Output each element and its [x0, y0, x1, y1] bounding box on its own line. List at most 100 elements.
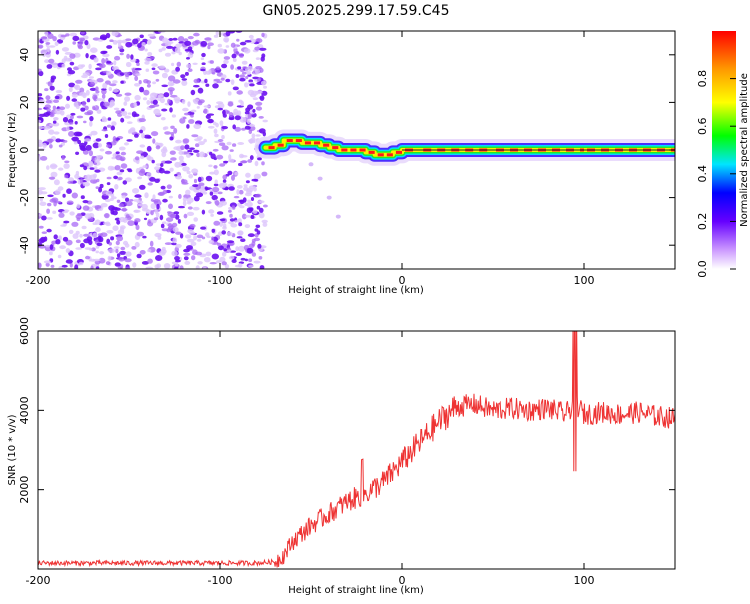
noise-speckle: [133, 209, 139, 213]
noise-speckle: [107, 117, 112, 121]
noise-speckle: [226, 249, 232, 253]
noise-speckle: [244, 224, 251, 229]
noise-speckle: [247, 199, 252, 203]
noise-speckle: [72, 35, 80, 42]
spectrogram-signal-track: [254, 129, 675, 166]
snr-x-ticks: -200 -100 0 100: [26, 331, 595, 587]
noise-speckle: [101, 93, 106, 99]
noise-speckle: [258, 212, 265, 219]
noise-speckle: [224, 264, 230, 269]
noise-speckle: [202, 191, 208, 195]
noise-speckle: [190, 114, 194, 118]
noise-speckle: [162, 146, 167, 152]
noise-speckle: [54, 41, 59, 47]
noise-speckle: [213, 34, 219, 38]
y-tick-label: -20: [18, 189, 31, 207]
noise-speckle: [235, 252, 242, 256]
noise-speckle: [66, 114, 72, 119]
noise-speckle: [91, 247, 96, 252]
noise-speckle: [115, 110, 122, 114]
noise-speckle: [157, 192, 164, 196]
noise-speckle: [69, 61, 75, 66]
noise-speckle: [38, 262, 42, 269]
noise-speckle: [187, 101, 191, 107]
noise-speckle: [161, 221, 167, 224]
noise-speckle: [144, 192, 149, 199]
noise-speckle: [237, 142, 245, 145]
noise-speckle: [116, 235, 124, 242]
noise-speckle: [80, 107, 86, 112]
noise-speckle: [132, 188, 140, 194]
noise-speckle: [66, 200, 74, 206]
noise-speckle: [220, 74, 227, 79]
noise-speckle: [66, 188, 72, 194]
noise-speckle: [97, 143, 102, 148]
noise-speckle: [115, 151, 120, 155]
noise-speckle: [211, 253, 219, 260]
noise-speckle: [89, 81, 96, 87]
noise-speckle: [43, 260, 51, 264]
noise-speckle: [97, 39, 104, 42]
noise-speckle: [38, 141, 44, 148]
noise-speckle: [70, 112, 76, 116]
noise-speckle: [247, 89, 255, 96]
noise-speckle: [83, 138, 92, 142]
snr-x-label: Height of straight line (km): [288, 585, 424, 596]
noise-speckle: [68, 57, 72, 62]
noise-speckle: [225, 45, 230, 48]
noise-speckle: [84, 111, 92, 116]
snr-frame: [37, 330, 676, 570]
noise-speckle: [221, 63, 228, 69]
noise-speckle: [134, 67, 142, 71]
noise-speckle: [38, 113, 47, 117]
noise-speckle: [78, 261, 84, 266]
noise-speckle: [95, 186, 100, 190]
noise-speckle: [216, 260, 221, 264]
noise-speckle: [137, 205, 141, 209]
noise-speckle: [95, 266, 100, 269]
noise-speckle: [92, 173, 97, 178]
noise-speckle: [55, 138, 62, 143]
noise-speckle: [101, 129, 108, 132]
noise-speckle: [92, 106, 96, 111]
noise-speckle: [195, 192, 204, 198]
noise-speckle: [213, 220, 220, 226]
noise-speckle: [95, 138, 102, 142]
noise-speckle: [242, 66, 247, 70]
noise-speckle: [114, 184, 119, 190]
noise-speckle: [134, 94, 141, 101]
noise-speckle: [228, 206, 233, 210]
snr-panel: -200 -100 0 100 2000 4000 6000 Height of stra…: [7, 317, 676, 596]
noise-speckle: [152, 70, 160, 75]
noise-speckle: [124, 92, 132, 96]
noise-speckle: [168, 203, 173, 210]
noise-speckle: [55, 239, 61, 245]
noise-speckle: [233, 108, 239, 114]
noise-speckle: [100, 203, 108, 208]
noise-speckle: [120, 163, 128, 169]
noise-speckle: [232, 58, 237, 62]
noise-speckle: [98, 257, 106, 264]
noise-speckle: [249, 83, 255, 87]
noise-speckle: [182, 197, 187, 202]
noise-speckle: [54, 189, 61, 195]
noise-speckle: [139, 250, 146, 255]
noise-speckle: [167, 98, 171, 104]
noise-speckle: [258, 47, 267, 51]
noise-speckle: [72, 233, 79, 239]
noise-speckle: [219, 218, 226, 222]
noise-speckle: [201, 209, 206, 215]
noise-speckle: [80, 195, 85, 200]
noise-speckle: [207, 125, 215, 129]
noise-speckle: [99, 148, 105, 152]
noise-speckle: [181, 78, 188, 81]
noise-speckle: [260, 56, 265, 62]
noise-speckle: [88, 150, 93, 157]
noise-speckle: [62, 117, 69, 123]
noise-speckle: [146, 80, 152, 85]
noise-speckle: [122, 180, 128, 185]
noise-speckle: [64, 160, 70, 164]
noise-speckle: [263, 85, 267, 89]
noise-speckle: [38, 68, 42, 72]
noise-speckle: [113, 175, 118, 180]
